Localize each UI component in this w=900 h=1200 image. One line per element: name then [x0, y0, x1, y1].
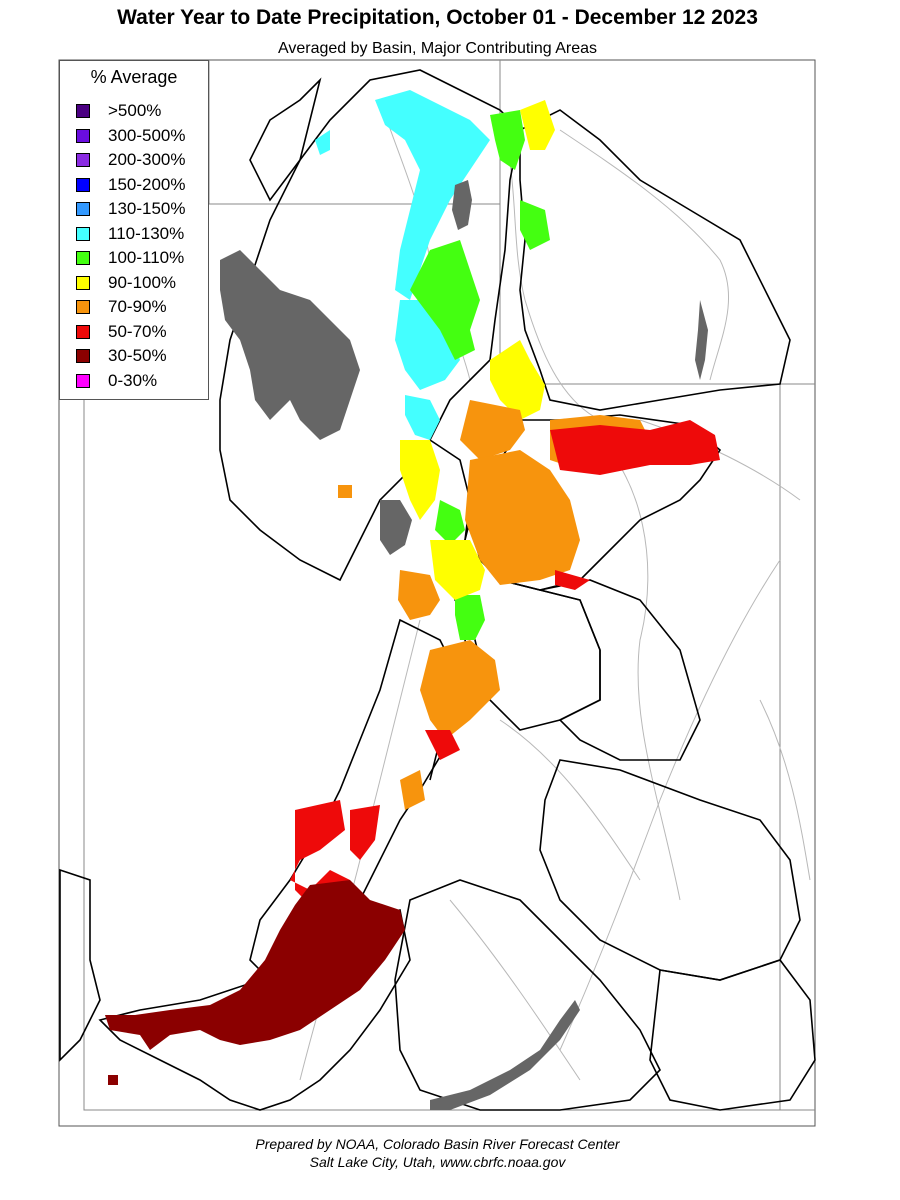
- region-70-90-duchesne: [465, 450, 580, 585]
- legend-item: 0-30%: [76, 369, 186, 394]
- legend-item: 70-90%: [76, 295, 186, 320]
- region-100-110-wasatch: [435, 500, 465, 545]
- region-100-110-bear: [410, 240, 480, 360]
- footer-location: Salt Lake City, Utah, www.cbrfc.noaa.gov: [309, 1154, 566, 1170]
- region-70-90-central: [400, 770, 425, 810]
- legend-item: 110-130%: [76, 222, 186, 247]
- map-title: Water Year to Date Precipitation, Octobe…: [117, 6, 758, 29]
- region-110-130-west: [315, 130, 330, 155]
- river-green-wy: [559, 129, 730, 381]
- basin-san-juan: [539, 759, 801, 981]
- region-110-130-ogden: [405, 395, 440, 440]
- legend-swatch: [76, 128, 90, 143]
- legend-label: 150-200%: [108, 174, 186, 194]
- legend-item: 30-50%: [76, 344, 186, 369]
- legend-label: 0-30%: [108, 370, 158, 390]
- legend-swatch: [76, 251, 90, 266]
- river-dolores: [759, 699, 811, 881]
- region-30-50-west: [108, 1075, 118, 1085]
- legend-item: 200-300%: [76, 148, 186, 173]
- state-line-id-wy: [208, 60, 500, 205]
- region-50-70-sevier: [290, 800, 350, 905]
- precip-regions: [105, 90, 720, 1085]
- map-frame: [58, 59, 816, 1127]
- region-70-90-sml1: [338, 485, 352, 498]
- basin-upper-green: [519, 109, 791, 411]
- legend-swatch: [76, 275, 90, 290]
- legend-swatch: [76, 153, 90, 168]
- legend-item: 130-150%: [76, 197, 186, 222]
- legend-title: % Average: [90, 67, 178, 87]
- utah-lake-icon: [380, 500, 412, 555]
- legend-item: 90-100%: [76, 271, 186, 296]
- legend-label: 100-110%: [108, 248, 185, 268]
- region-30-50-southwest: [105, 880, 405, 1050]
- region-90-100-south-wasatch: [430, 540, 485, 600]
- legend-label: 110-130%: [108, 223, 185, 243]
- river-colorado: [559, 559, 781, 1051]
- region-90-100-upper-green: [520, 100, 555, 150]
- region-100-110-north: [490, 110, 525, 170]
- region-100-110-duchesne: [455, 595, 485, 640]
- basin-lower-colorado: [649, 959, 816, 1111]
- river-green-ut: [599, 439, 681, 901]
- legend-item: 300-500%: [76, 124, 186, 149]
- river-escalante: [449, 899, 581, 1081]
- basin-virgin: [59, 868, 101, 1062]
- legend-swatch: [76, 324, 90, 339]
- legend-swatch: [76, 226, 90, 241]
- region-70-90-timpanogos: [398, 570, 440, 620]
- legend-label: 70-90%: [108, 297, 167, 317]
- basin-price: [539, 579, 701, 761]
- legend: % Average >500% 300-500% 200-300% 150-20…: [59, 60, 209, 400]
- region-90-100-central: [490, 340, 545, 420]
- state-line-ut-west: [83, 400, 815, 1111]
- legend-label: 300-500%: [108, 125, 186, 145]
- legend-label: 200-300%: [108, 150, 186, 170]
- lakes: [220, 180, 708, 1110]
- basin-snake: [249, 77, 322, 202]
- legend-items: >500% 300-500% 200-300% 150-200% 130-150…: [76, 99, 186, 393]
- region-50-70-sevier-mid: [350, 805, 380, 860]
- map-subtitle: Averaged by Basin, Major Contributing Ar…: [278, 40, 597, 57]
- region-50-70-uinta-east: [550, 420, 720, 475]
- region-50-70-sevier-north: [425, 730, 460, 760]
- region-70-90-sevier: [420, 640, 500, 740]
- region-110-130-north: [375, 90, 490, 300]
- legend-item: 100-110%: [76, 246, 186, 271]
- legend-label: 50-70%: [108, 321, 167, 341]
- legend-label: >500%: [108, 101, 162, 121]
- legend-item: >500%: [76, 99, 186, 124]
- lake-powell-icon: [430, 1000, 580, 1110]
- region-90-100-wasatch: [400, 440, 440, 520]
- region-50-70-price: [555, 570, 590, 590]
- region-100-110-east: [520, 200, 550, 250]
- legend-label: 130-150%: [108, 199, 186, 219]
- legend-swatch: [76, 373, 90, 388]
- legend-label: 30-50%: [108, 346, 167, 366]
- legend-swatch: [76, 177, 90, 192]
- legend-item: 50-70%: [76, 320, 186, 345]
- region-70-90-uinta-west: [460, 400, 525, 460]
- footer-credit: Prepared by NOAA, Colorado Basin River F…: [255, 1136, 620, 1152]
- great-salt-lake-icon: [220, 250, 360, 440]
- rivers: [299, 99, 811, 1081]
- legend-item: 150-200%: [76, 173, 186, 198]
- bear-lake-icon: [452, 180, 472, 230]
- river-san-rafael: [499, 719, 641, 881]
- legend-swatch: [76, 104, 90, 119]
- legend-swatch: [76, 349, 90, 364]
- legend-swatch: [76, 202, 90, 217]
- basin-escalante: [394, 879, 661, 1111]
- flaming-gorge-icon: [695, 300, 708, 380]
- legend-label: 90-100%: [108, 272, 177, 292]
- legend-swatch: [76, 300, 90, 315]
